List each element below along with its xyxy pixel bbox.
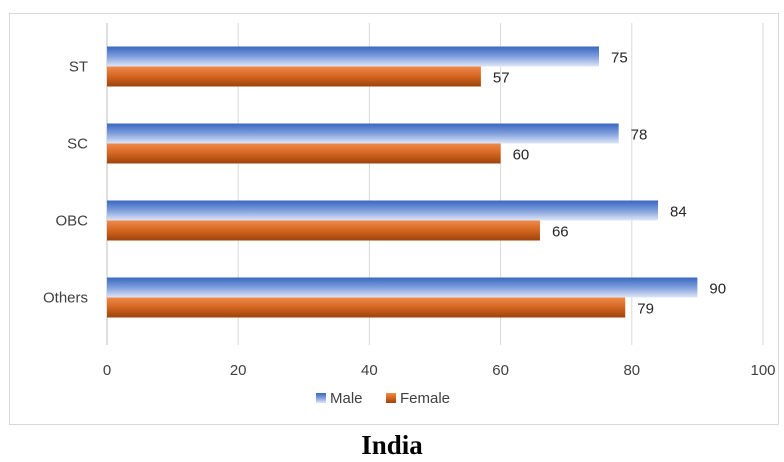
data-label: 57 xyxy=(493,70,510,87)
x-tick-label: 80 xyxy=(623,362,640,379)
bar-male-sc xyxy=(107,123,619,144)
x-tick-label: 100 xyxy=(750,362,775,379)
category-label: OBC xyxy=(55,213,88,230)
legend-swatch-male xyxy=(316,393,326,403)
bar-male-st xyxy=(107,46,599,67)
legend-label: Male xyxy=(330,390,363,407)
bar-male-others xyxy=(107,277,698,298)
data-label: 66 xyxy=(552,224,569,241)
legend: Male Female xyxy=(316,390,450,407)
bars xyxy=(107,46,698,318)
x-tick-label: 40 xyxy=(361,362,378,379)
legend-swatch-female xyxy=(386,393,396,403)
data-label: 78 xyxy=(631,127,648,144)
chart-caption: India xyxy=(361,430,423,460)
legend-label: Female xyxy=(400,390,450,407)
x-tick-label: 0 xyxy=(103,362,111,379)
bar-female-sc xyxy=(107,143,501,164)
category-label: SC xyxy=(67,136,88,153)
data-label: 60 xyxy=(513,147,530,164)
data-label: 75 xyxy=(611,50,628,67)
x-tick-label: 20 xyxy=(230,362,247,379)
bar-female-st xyxy=(107,66,481,87)
data-label: 84 xyxy=(670,204,687,221)
data-label: 90 xyxy=(709,281,726,298)
bar-female-others xyxy=(107,297,626,318)
category-label: Others xyxy=(43,290,88,307)
bar-male-obc xyxy=(107,200,659,221)
data-label: 79 xyxy=(637,301,654,318)
labels: 0 20 40 60 80 100 ST 75 57 SC 78 60 OBC 84 66 Others 90 7… xyxy=(43,50,776,380)
bar-chart: 0 20 40 60 80 100 ST 75 57 SC 78 60 OBC 84 66 Others 90 7… xyxy=(43,23,776,407)
bar-female-obc xyxy=(107,220,540,241)
x-tick-label: 60 xyxy=(492,362,509,379)
category-label: ST xyxy=(69,59,88,76)
